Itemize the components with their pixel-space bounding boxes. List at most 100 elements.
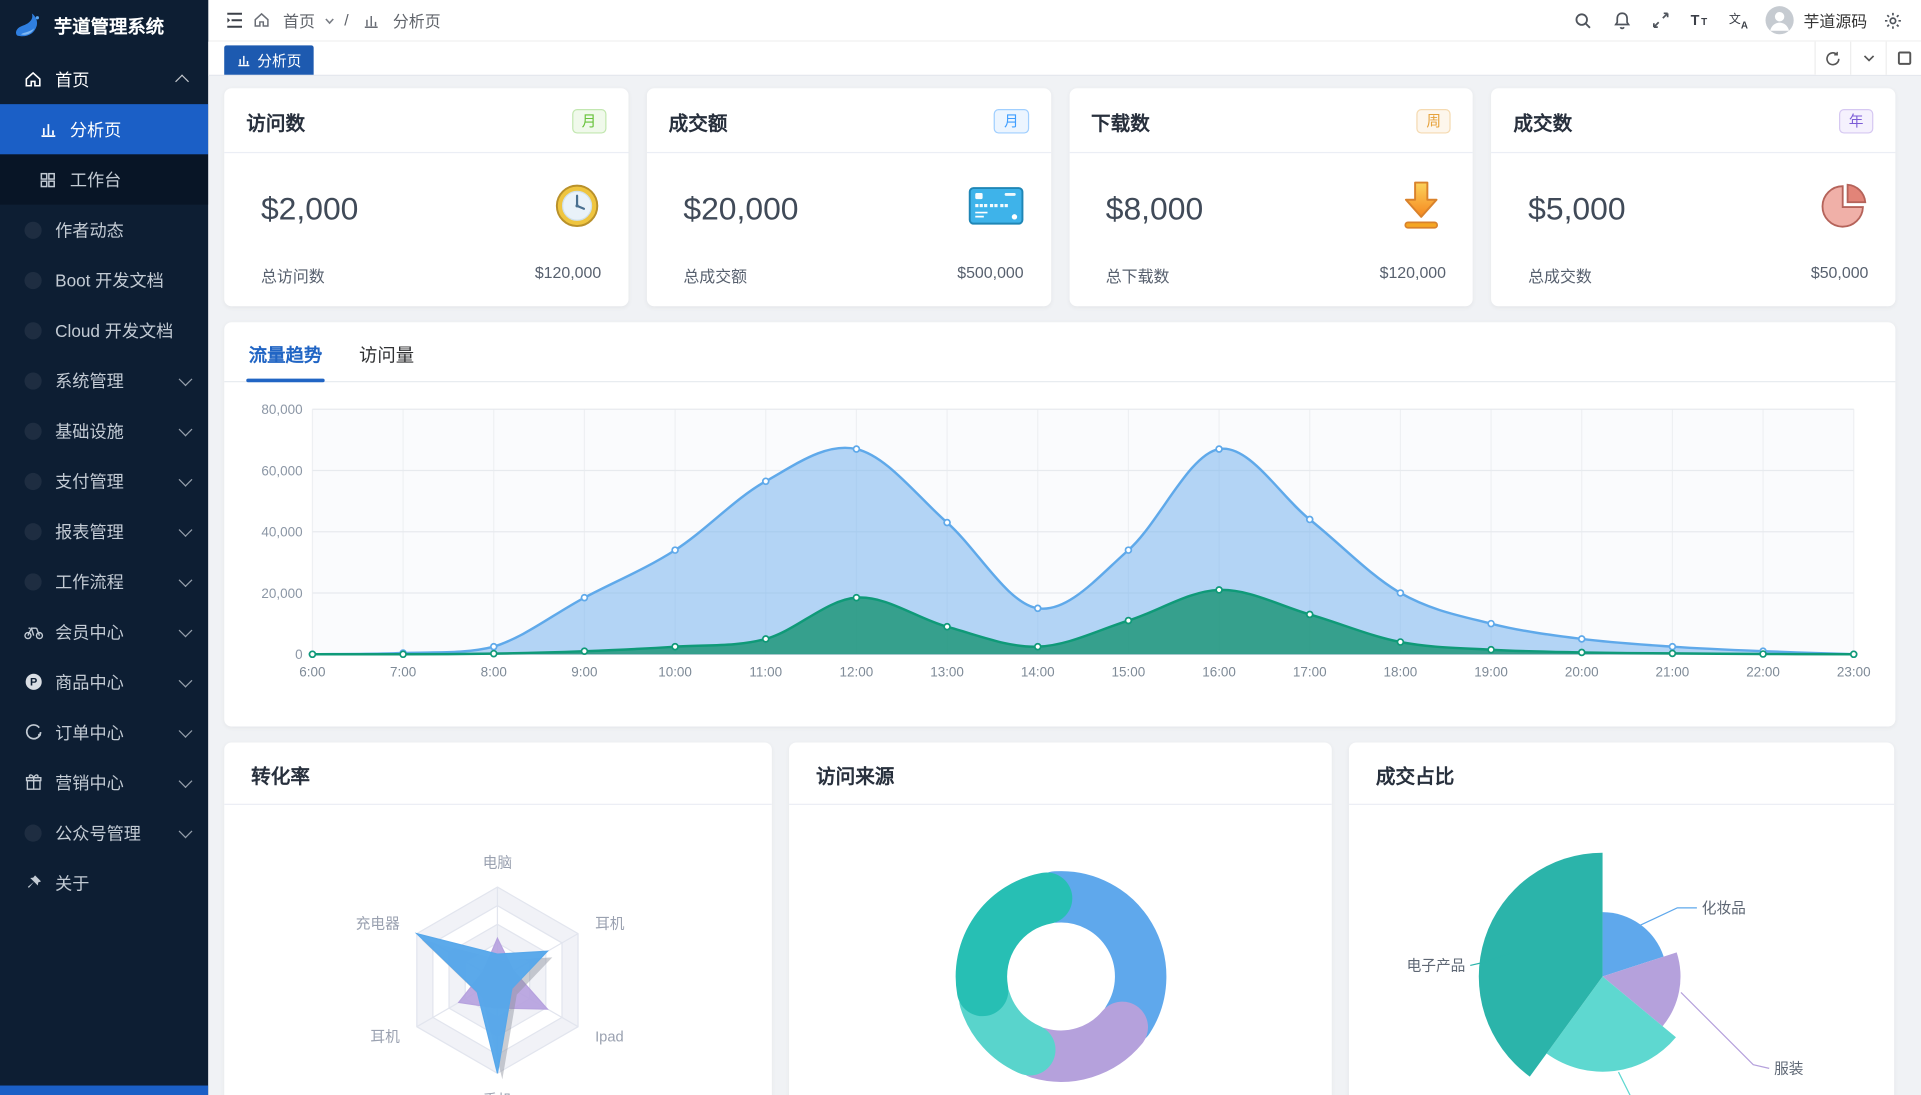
chevron-down-icon	[178, 522, 193, 537]
sidebar-item-workplace[interactable]: 工作台	[0, 154, 209, 205]
stat-card: 下载数 周 $8,000 总下载数 $120,000	[1068, 88, 1473, 307]
chevron-down-icon	[178, 572, 193, 587]
top-header: 首页 / 分析页	[208, 0, 1921, 42]
sidebar-item-label: 基础设施	[55, 420, 124, 441]
user-name[interactable]: 芋道源码	[1803, 12, 1868, 31]
user-avatar[interactable]	[1765, 6, 1794, 35]
sidebar-item-label: 公众号管理	[55, 822, 141, 843]
sidebar-item-infra[interactable]: 基础设施	[0, 406, 208, 456]
sidebar-item-label: Boot 开发文档	[55, 270, 164, 290]
svg-text:电子产品: 电子产品	[1407, 957, 1466, 974]
svg-text:18:00: 18:00	[1384, 664, 1418, 679]
sidebar-item-order[interactable]: 订单中心	[0, 707, 208, 757]
chevron-down-icon	[178, 823, 193, 838]
settings-icon[interactable]	[1879, 7, 1906, 34]
chevron-down-icon[interactable]	[1850, 41, 1886, 75]
dot-icon	[22, 319, 44, 341]
stat-card-title: 成交数	[1513, 113, 1573, 135]
svg-text:15:00: 15:00	[1112, 664, 1146, 679]
fold-icon[interactable]	[221, 7, 248, 34]
stat-card: 成交额 月 $20,000 总成交额 $500,000	[646, 88, 1051, 307]
app-logo-icon	[11, 9, 45, 43]
stat-card: 成交数 年 $5,000 总成交数 $50,000	[1491, 88, 1896, 307]
sidebar-item-home[interactable]: 首页	[0, 54, 208, 104]
sidebar-item-label: Cloud 开发文档	[55, 320, 174, 340]
sidebar-item-boot-doc[interactable]: Boot 开发文档	[0, 255, 208, 305]
download-icon	[1397, 178, 1446, 238]
svg-text:文: 文	[1729, 10, 1741, 25]
trend-card: 流量趋势 访问量 6:00 7:00 8:00 9:00 10:00 11:00 12:00…	[224, 322, 1896, 727]
sidebar-item-pay[interactable]: 支付管理	[0, 456, 208, 506]
chevron-down-icon[interactable]	[323, 14, 335, 26]
breadcrumb-page[interactable]: 分析页	[392, 12, 441, 31]
tab-analysis[interactable]: 分析页	[224, 45, 314, 75]
trend-tabs: 流量趋势 访问量	[224, 322, 1896, 383]
panel-title: 成交占比	[1348, 742, 1895, 805]
stat-card-foot-value: $120,000	[1379, 263, 1447, 282]
period-tag: 月	[571, 109, 607, 134]
sidebar-item-about[interactable]: 关于	[0, 858, 208, 908]
svg-text:40,000: 40,000	[261, 525, 302, 540]
svg-text:14:00: 14:00	[1021, 664, 1055, 679]
stat-card-foot-label: 总成交额	[683, 267, 748, 286]
sidebar-item-bpm[interactable]: 工作流程	[0, 556, 208, 606]
svg-text:8:00: 8:00	[481, 664, 507, 679]
stat-card-foot-value: $500,000	[957, 263, 1024, 282]
product-icon: P	[22, 671, 44, 693]
period-tag: 月	[994, 109, 1029, 134]
sidebar-item-product[interactable]: P 商品中心	[0, 657, 208, 707]
sidebar-item-analysis[interactable]: 分析页	[0, 104, 209, 155]
maximize-icon[interactable]	[1885, 41, 1921, 75]
dot-icon	[22, 369, 44, 391]
sidebar-item-member[interactable]: 会员中心	[0, 606, 208, 656]
sidebar: 芋道管理系统 首页 分析页 工作台 作者动态 Boot 开发文档 Cloud 开发文档 系统…	[0, 0, 209, 1095]
breadcrumb: 首页 / 分析页	[247, 7, 441, 34]
bar-chart-icon	[238, 55, 250, 67]
traffic-trend-chart[interactable]: 6:00 7:00 8:00 9:00 10:00 11:00 12:00 13:00 14:0…	[224, 382, 1895, 710]
visit-source-donut-chart[interactable]	[789, 805, 1332, 1095]
sidebar-item-author[interactable]: 作者动态	[0, 205, 208, 255]
font-size-icon[interactable]: T T	[1687, 7, 1714, 34]
chevron-down-icon	[178, 472, 193, 487]
page-content: 访问数 月 $2,000 总访问数 $120,000 成交额 月 $20,000 总成交额 $50…	[208, 75, 1921, 1095]
sidebar-item-label: 工作流程	[55, 571, 124, 592]
translate-icon[interactable]: 文 A	[1726, 7, 1753, 34]
chevron-down-icon	[178, 723, 193, 738]
svg-text:80,000: 80,000	[261, 402, 302, 417]
fullscreen-icon[interactable]	[1648, 7, 1675, 34]
chevron-down-icon	[178, 421, 193, 436]
sidebar-item-label: 系统管理	[55, 370, 124, 391]
sidebar-item-report[interactable]: 报表管理	[0, 506, 208, 556]
sidebar-item-system[interactable]: 系统管理	[0, 355, 208, 405]
period-tag: 年	[1839, 109, 1874, 134]
svg-text:化妆品: 化妆品	[1702, 900, 1746, 917]
bell-icon[interactable]	[1609, 7, 1636, 34]
clock-icon	[552, 181, 601, 236]
svg-text:A: A	[1741, 20, 1748, 30]
search-icon[interactable]	[1569, 7, 1596, 34]
svg-text:13:00: 13:00	[930, 664, 964, 679]
gift-icon	[22, 771, 44, 793]
pin-icon	[22, 872, 44, 894]
tab-visit-volume[interactable]: 访问量	[359, 345, 415, 367]
svg-text:T: T	[1691, 13, 1700, 29]
tab-traffic-trend[interactable]: 流量趋势	[246, 342, 325, 383]
sidebar-item-mp[interactable]: 公众号管理	[0, 807, 208, 857]
logo-row[interactable]: 芋道管理系统	[0, 0, 208, 51]
dot-icon	[22, 470, 44, 492]
chevron-down-icon	[178, 773, 193, 788]
svg-text:P: P	[29, 677, 36, 689]
refresh-icon[interactable]	[1814, 41, 1851, 75]
bankcard-icon	[967, 184, 1023, 232]
sidebar-bottom-bar[interactable]	[0, 1085, 209, 1095]
breadcrumb-home[interactable]: 首页	[283, 12, 315, 31]
home-icon[interactable]	[247, 7, 274, 34]
pie-icon	[1819, 181, 1868, 236]
stat-card-row: 访问数 月 $2,000 总访问数 $120,000 成交额 月 $20,000 总成交额 $50…	[224, 88, 1896, 307]
breadcrumb-separator: /	[344, 11, 349, 30]
sidebar-item-promotion[interactable]: 营销中心	[0, 757, 208, 807]
sidebar-item-cloud-doc[interactable]: Cloud 开发文档	[0, 305, 208, 355]
